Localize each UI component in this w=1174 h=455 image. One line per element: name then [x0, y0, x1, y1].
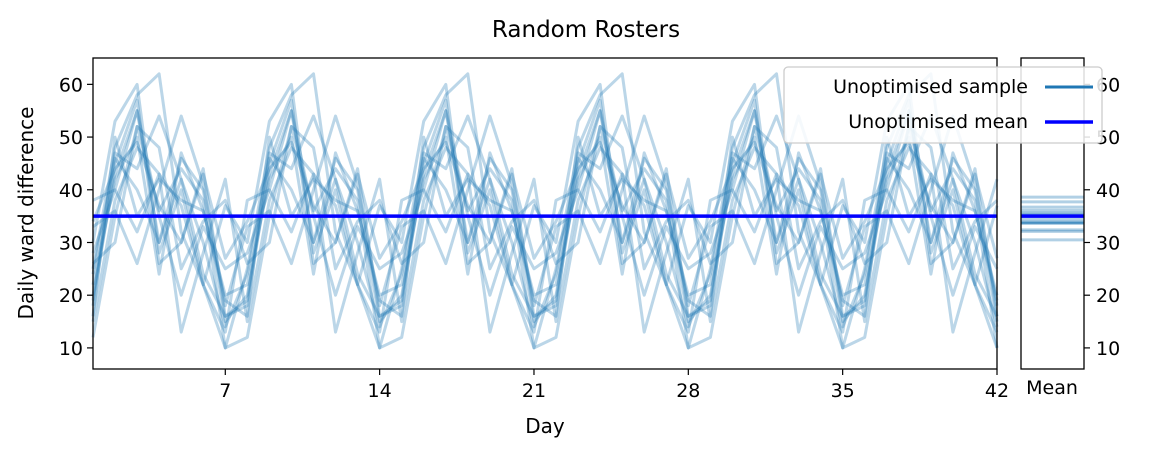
x-tick-label: 28 [676, 380, 700, 402]
sample-series-line [92, 172, 999, 334]
y-tick-label: 50 [59, 127, 83, 149]
legend-label-mean: Unoptimised mean [848, 111, 1028, 133]
sample-series-line [91, 109, 999, 324]
sample-series-line [91, 82, 999, 287]
chart-title: Random Rosters [492, 17, 680, 43]
main-plot-area [91, 72, 999, 350]
legend-label-sample: Unoptimised sample [833, 76, 1028, 98]
sample-series-line [91, 135, 999, 318]
x-tick-label: 42 [985, 380, 1009, 402]
mean-x-label: Mean [1026, 377, 1078, 399]
sample-series-line [91, 140, 999, 260]
sample-series-line [91, 156, 999, 329]
sample-series-line [91, 125, 999, 271]
legend: Unoptimised sample Unoptimised mean [783, 66, 1103, 144]
x-tick-label: 35 [831, 380, 855, 402]
main-y-axis: 10 20 30 40 50 60 [59, 74, 93, 360]
mean-y-tick-label: 30 [1096, 232, 1120, 254]
sample-series-line [91, 114, 999, 318]
sample-series-line [91, 72, 999, 350]
y-tick-label: 10 [59, 338, 83, 360]
y-tick-label: 20 [59, 285, 83, 307]
mean-y-tick-label: 20 [1096, 285, 1120, 307]
main-x-axis: 7 14 21 28 35 42 [219, 369, 1009, 402]
x-tick-label: 7 [219, 380, 231, 402]
y-tick-label: 30 [59, 232, 83, 254]
sample-series-line [91, 125, 999, 350]
sample-series-line [91, 146, 999, 334]
main-plot-frame [92, 57, 998, 370]
sample-series-line [91, 109, 999, 297]
y-axis-label: Daily ward difference [14, 107, 38, 320]
mean-y-tick-label: 40 [1096, 180, 1120, 202]
sample-series-line [91, 135, 999, 297]
y-tick-label: 40 [59, 180, 83, 202]
mean-plot-frame [1020, 57, 1085, 370]
sample-series-line [92, 114, 999, 308]
x-tick-label: 14 [368, 380, 392, 402]
x-tick-label: 21 [522, 380, 546, 402]
x-axis-label: Day [525, 414, 565, 438]
legend-box [783, 66, 1103, 144]
mean-y-tick-label: 10 [1096, 338, 1120, 360]
y-tick-label: 60 [59, 74, 83, 96]
mean-plot-area [1021, 195, 1084, 242]
sample-series-line [91, 98, 999, 318]
